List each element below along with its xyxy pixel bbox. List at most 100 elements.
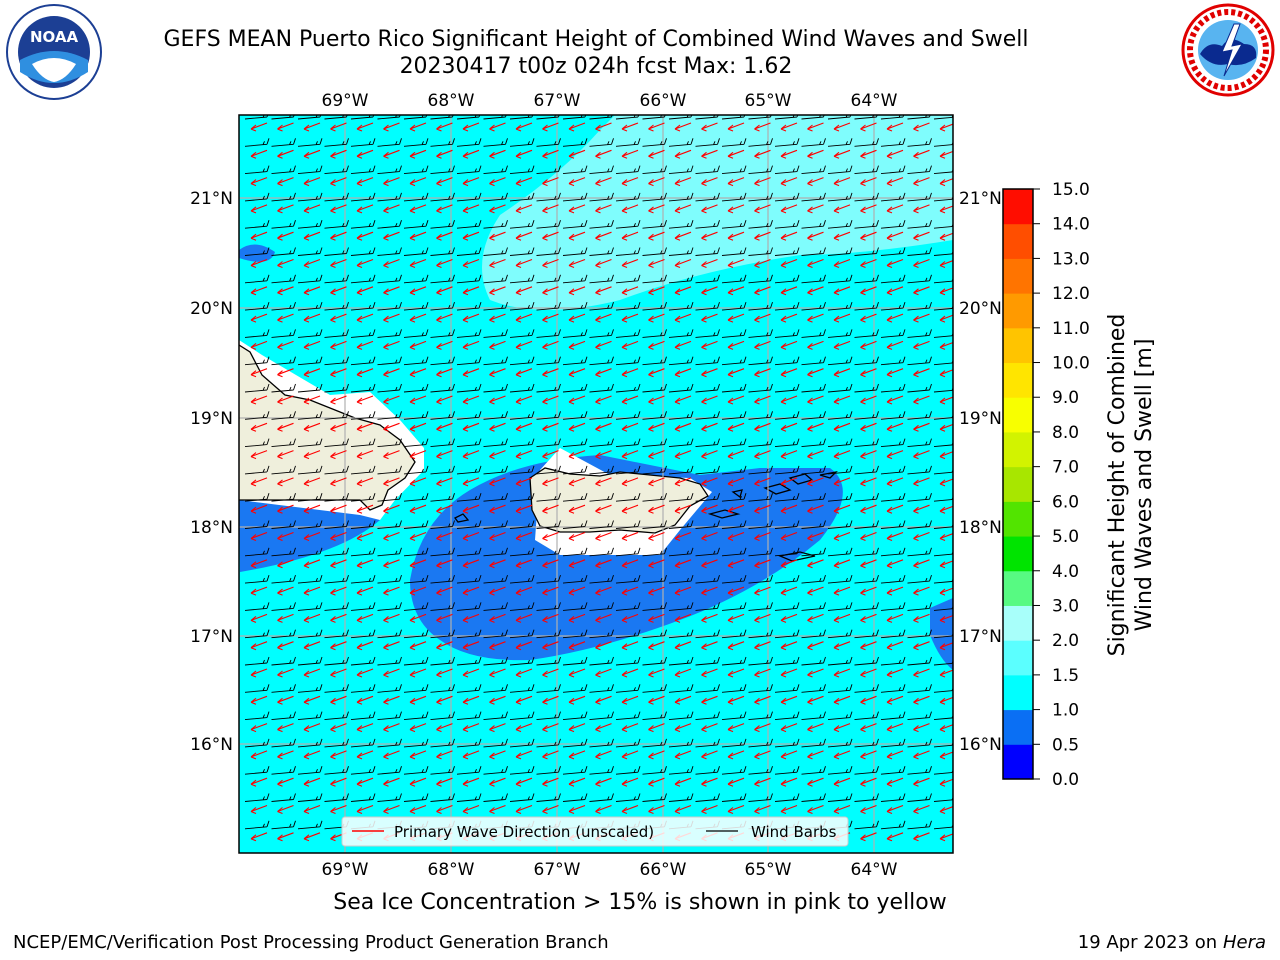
wind-barb (403, 629, 429, 639)
wave-direction-arrow (648, 777, 665, 787)
wind-barb (271, 574, 296, 584)
wind-barb (324, 329, 349, 338)
wind-barb (668, 165, 694, 175)
wave-direction-arrow (409, 231, 427, 241)
wind-barb (324, 684, 349, 693)
wind-barb (350, 383, 376, 393)
wave-direction-arrow (648, 477, 665, 487)
wind-barb (695, 356, 720, 366)
lon-tick-label-bottom: 69°W (322, 860, 369, 880)
wave-direction-arrow (648, 559, 665, 569)
wind-barb (748, 247, 773, 256)
wave-direction-arrow (568, 613, 586, 623)
wave-direction-arrow (383, 668, 400, 678)
wind-barb (244, 766, 270, 775)
wave-direction-arrow (674, 286, 692, 296)
colorbar-segment (1003, 744, 1033, 780)
wave-direction-arrow (807, 313, 824, 323)
wind-barb (774, 520, 800, 529)
colorbar-tick-label: 2.0 (1052, 631, 1079, 651)
wave-direction-arrow (568, 641, 586, 651)
wind-barb (854, 547, 879, 557)
wave-direction-arrow (542, 804, 559, 815)
wind-barb (403, 274, 429, 284)
wind-barb (827, 465, 853, 475)
wave-direction-arrow (303, 777, 321, 787)
wave-direction-arrow (674, 559, 692, 569)
wind-barb (642, 329, 667, 338)
wind-barb (642, 138, 667, 147)
wind-barb (350, 574, 376, 584)
wind-barb (589, 383, 614, 393)
wind-barb (536, 793, 561, 802)
wind-barb (748, 356, 773, 366)
wind-barb (456, 438, 482, 448)
wave-direction-arrow (462, 450, 480, 460)
wind-barb (244, 383, 270, 393)
wave-direction-arrow (383, 695, 400, 705)
wave-direction-arrow (780, 559, 798, 569)
wind-barb (377, 629, 402, 639)
wave-direction-arrow (409, 313, 427, 323)
wave-direction-arrow (886, 395, 904, 405)
wave-direction-arrow (833, 313, 851, 323)
wind-barb (907, 301, 932, 311)
wave-direction-arrow (489, 504, 506, 514)
colorbar-segment (1003, 466, 1033, 502)
wave-direction-arrow (250, 641, 268, 651)
wave-direction-arrow (807, 231, 824, 241)
colorbar-segment (1003, 431, 1033, 468)
wind-barb (536, 656, 561, 666)
wind-barb (430, 602, 455, 611)
wave-direction-arrow (436, 559, 453, 569)
wind-barb (642, 493, 667, 502)
wind-barb (456, 220, 482, 229)
wave-direction-arrow (356, 750, 374, 760)
wave-direction-arrow (356, 804, 374, 815)
wave-direction-arrow (489, 149, 506, 159)
wave-direction-arrow (860, 531, 877, 542)
wind-barb (509, 656, 535, 666)
wave-direction-arrow (542, 641, 559, 651)
wave-direction-arrow (250, 149, 268, 159)
wave-direction-arrow (250, 504, 268, 514)
wave-direction-arrow (754, 668, 771, 678)
wave-direction-arrow (886, 368, 904, 378)
wind-barb (880, 738, 906, 748)
wave-direction-arrow (595, 613, 612, 623)
wave-direction-arrow (489, 450, 506, 460)
wave-direction-arrow (833, 286, 851, 296)
wind-barb (456, 493, 482, 502)
wind-barb (297, 793, 323, 802)
wind-barb (509, 465, 535, 475)
wind-barb (721, 684, 747, 693)
wave-direction-arrow (701, 504, 718, 514)
wind-barb (880, 520, 906, 529)
wind-barb (668, 493, 694, 502)
wave-direction-arrow (330, 531, 347, 542)
wind-barb (536, 165, 561, 175)
wave-direction-arrow (462, 777, 480, 787)
wave-direction-arrow (330, 668, 347, 678)
wind-barb (456, 165, 482, 175)
wave-direction-arrow (303, 177, 321, 187)
wind-barb (801, 247, 826, 256)
wave-direction-arrow (356, 477, 374, 487)
wind-barb (324, 711, 349, 721)
wind-barb (854, 766, 879, 775)
wind-barb (774, 138, 800, 147)
wind-barb (483, 220, 508, 229)
wave-direction-arrow (330, 586, 347, 596)
wind-barb (536, 247, 561, 256)
wave-direction-arrow (542, 122, 559, 132)
wind-barb (324, 383, 349, 393)
wave-direction-arrow (674, 231, 692, 241)
wind-barb (244, 274, 270, 284)
wave-direction-arrow (277, 286, 294, 296)
colorbar-tick-label: 1.0 (1052, 701, 1079, 721)
wind-barb (483, 301, 508, 311)
wave-direction-arrow (462, 122, 480, 132)
wind-barb (668, 602, 694, 611)
wave-direction-arrow (568, 750, 586, 760)
wind-barb (695, 520, 720, 529)
